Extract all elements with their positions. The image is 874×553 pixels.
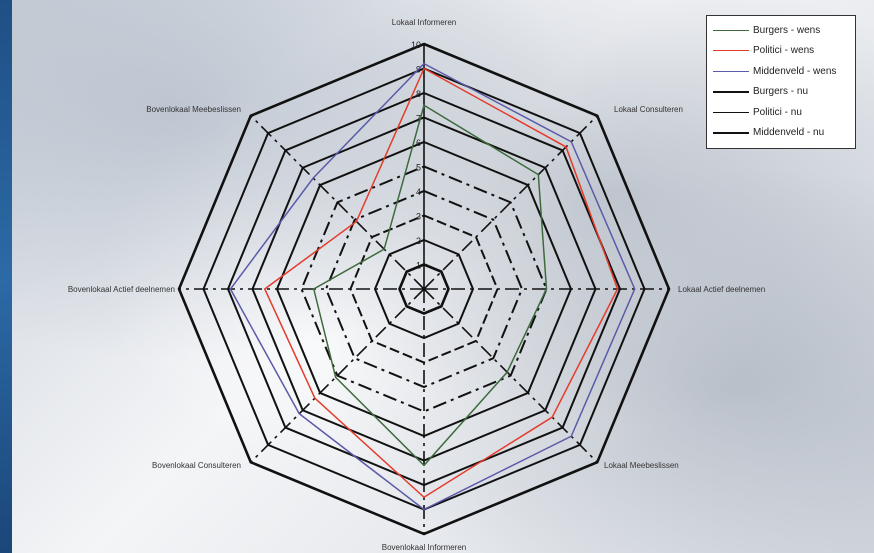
tick-label: 6 bbox=[416, 138, 421, 148]
tick-label: 4 bbox=[416, 187, 421, 197]
series-line bbox=[398, 263, 450, 315]
tick-label: 2 bbox=[416, 236, 421, 246]
legend-label: Politici - nu bbox=[753, 106, 802, 118]
legend-label: Burgers - nu bbox=[753, 86, 809, 98]
legend-label: Burgers - wens bbox=[753, 24, 821, 36]
legend-swatch bbox=[713, 50, 749, 52]
axis-label: Lokaal Informeren bbox=[392, 18, 456, 27]
axis-label: Lokaal Meebeslissen bbox=[604, 461, 679, 470]
legend-item: Burgers - wens bbox=[713, 20, 849, 41]
radar-series bbox=[229, 62, 636, 511]
radar-axis-labels: Lokaal Informeren Lokaal Consulteren Lokaa… bbox=[68, 18, 765, 552]
grid-spoke bbox=[250, 115, 425, 290]
series-line bbox=[312, 104, 548, 467]
legend-item: Burgers - nu bbox=[713, 82, 849, 103]
legend-item: Politici - nu bbox=[713, 102, 849, 123]
axis-label: Bovenlokaal Meebeslissen bbox=[146, 105, 241, 114]
chart-legend: Burgers - wens Politici - wens Middenvel… bbox=[706, 15, 856, 149]
legend-item: Middenveld - wens bbox=[713, 61, 849, 82]
legend-label: Politici - wens bbox=[753, 45, 815, 57]
grid-ring bbox=[324, 189, 524, 389]
axis-label: Bovenlokaal Consulteren bbox=[152, 461, 241, 470]
legend-item: Politici - wens bbox=[713, 41, 849, 62]
legend-swatch bbox=[713, 131, 749, 134]
legend-item: Middenveld - nu bbox=[713, 123, 849, 144]
legend-swatch bbox=[713, 29, 749, 31]
legend-swatch bbox=[713, 90, 749, 93]
grid-spoke bbox=[250, 288, 425, 463]
axis-label: Bovenlokaal Actief deelnemen bbox=[68, 285, 175, 294]
grid-ring bbox=[300, 165, 548, 413]
tick-label: 5 bbox=[416, 163, 421, 173]
tick-label: 7 bbox=[416, 114, 421, 124]
tick-label: 3 bbox=[416, 212, 421, 222]
axis-label: Bovenlokaal Informeren bbox=[382, 543, 467, 552]
axis-label: Lokaal Consulteren bbox=[614, 105, 683, 114]
tick-label: 10 bbox=[411, 40, 421, 50]
radar-grid bbox=[177, 42, 671, 536]
series-line bbox=[229, 62, 636, 511]
legend-swatch bbox=[713, 111, 749, 113]
axis-label: Lokaal Actief deelnemen bbox=[678, 285, 765, 294]
legend-label: Middenveld - wens bbox=[753, 65, 837, 77]
tick-label: 8 bbox=[416, 89, 421, 99]
series-line bbox=[263, 67, 619, 499]
grid-spoke bbox=[423, 288, 598, 463]
legend-label: Middenveld - nu bbox=[753, 127, 825, 139]
left-edge-bar bbox=[0, 0, 12, 553]
legend-swatch bbox=[713, 70, 749, 72]
grid-spoke bbox=[423, 115, 598, 290]
